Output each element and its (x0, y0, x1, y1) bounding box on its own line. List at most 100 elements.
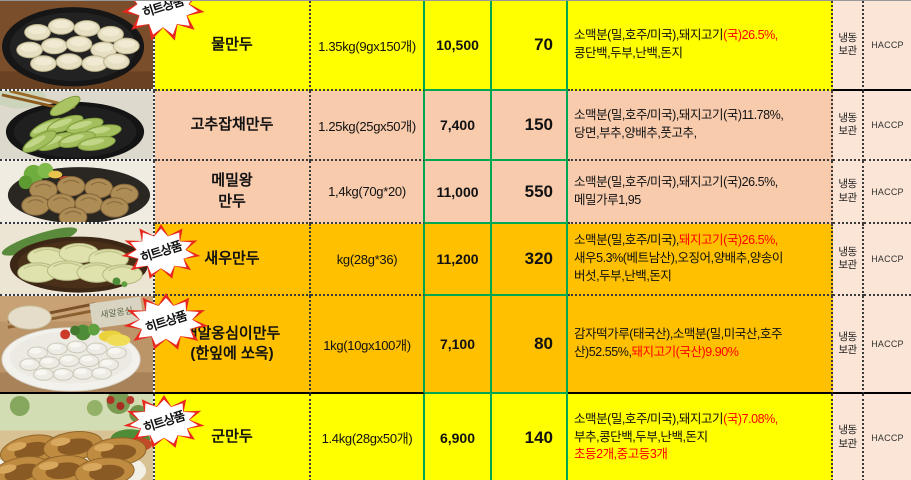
product-name-line2: (한잎에 쏘옥) (190, 345, 274, 362)
storage-line1: 냉동 (838, 31, 857, 44)
product-photo-cell (0, 1, 155, 91)
product-price: 11,200 (436, 251, 479, 267)
storage-line2: 보관 (838, 191, 857, 204)
product-name-cell[interactable]: 메밀왕 만두 (155, 161, 311, 224)
storage-cell[interactable]: 냉동 보관 (833, 91, 864, 161)
product-qty: 140 (524, 427, 553, 447)
product-price-cell[interactable]: 6,900 (425, 394, 492, 480)
product-photo-cell (0, 394, 155, 480)
storage-cell[interactable]: 냉동 보관 (833, 296, 864, 394)
haccp-cell[interactable]: HACCP (864, 161, 911, 224)
product-name-line2: 만두 (218, 192, 246, 210)
storage-line1: 냉동 (838, 111, 857, 124)
product-spec: kg(28g*36) (336, 251, 398, 267)
product-ingredients: 소맥분(밀,호주/미국),돼지고기(국)26.5%, 새우5.3%(베트남산),오… (574, 233, 783, 283)
haccp-label: HACCP (871, 40, 904, 50)
product-qty-cell[interactable]: 80 (492, 296, 568, 394)
product-spec: 1.4kg(28gx50개) (321, 431, 413, 446)
product-qty: 80 (534, 334, 553, 353)
haccp-label: HACCP (871, 120, 904, 130)
product-spec: 1kg(10gx100개) (323, 337, 411, 353)
product-ingredients: 소맥분(밀,호주/미국),돼지고기(국)7.08%, 부추,콩단백,두부,난백,돈… (574, 411, 778, 462)
haccp-label: HACCP (871, 339, 904, 349)
storage-cell[interactable]: 냉동 보관 (833, 161, 864, 224)
table-row: 고추잡채만두 1.25kg(25gx50개) 7,400 150 소맥분(밀,호… (0, 91, 911, 161)
storage-line2: 보관 (838, 344, 857, 356)
storage-line1: 냉동 (838, 330, 857, 343)
product-qty-cell[interactable]: 140 (492, 394, 568, 480)
product-price-cell[interactable]: 7,400 (425, 91, 492, 161)
product-qty-cell[interactable]: 550 (492, 161, 568, 224)
product-price-cell[interactable]: 7,100 (425, 296, 492, 394)
product-ingredients-cell[interactable]: 소맥분(밀,호주/미국),돼지고기(국)26.5%, 새우5.3%(베트남산),오… (568, 224, 833, 296)
haccp-cell[interactable]: HACCP (864, 1, 911, 91)
product-price-cell[interactable]: 10,500 (425, 1, 492, 91)
haccp-cell[interactable]: HACCP (864, 296, 911, 394)
table-row: 물만두 1.35kg(9gx150개) 10,500 70 소맥분(밀,호주/미… (0, 1, 911, 91)
product-name: 새우만두 (204, 249, 260, 267)
product-spec-cell[interactable]: 1kg(10gx100개) (311, 296, 425, 394)
haccp-cell[interactable]: HACCP (864, 394, 911, 480)
product-spec-cell[interactable]: 1.4kg(28gx50개) (311, 394, 425, 480)
product-spec-cell[interactable]: 1.25kg(25gx50개) (311, 91, 425, 161)
storage-line1: 냉동 (838, 424, 857, 437)
product-name-cell[interactable]: 새우만두 (155, 224, 311, 296)
product-ingredients: 감자떡가루(태국산),소맥분(밀,미국산,호주 산)52.55%,돼지고기(국산)… (574, 327, 783, 359)
storage-line1: 냉동 (838, 245, 857, 258)
water-dumplings-photo (0, 1, 153, 89)
haccp-label: HACCP (871, 432, 904, 443)
shrimp-dumplings-photo (0, 224, 153, 294)
product-price: 10,500 (436, 37, 479, 53)
product-price-cell[interactable]: 11,000 (425, 161, 492, 224)
product-name: 군만두 (211, 428, 253, 446)
product-ingredients-cell[interactable]: 소맥분(밀,호주/미국),돼지고기(국)7.08%, 부추,콩단백,두부,난백,돈… (568, 394, 833, 480)
product-name: 고추잡채만두 (190, 115, 274, 133)
product-price: 11,000 (436, 183, 479, 200)
product-qty: 70 (534, 35, 553, 54)
storage-line2: 보관 (838, 259, 857, 271)
product-ingredients-cell[interactable]: 소맥분(밀,호주/미국),돼지고기(국)11.78%, 당면,부추,양배추,풋고추… (568, 91, 833, 161)
product-ingredients: 소맥분(밀,호주/미국),돼지고기(국)26.5%, 콩단백,두부,난백,돈지 (574, 28, 778, 60)
haccp-label: HACCP (871, 254, 904, 264)
storage-cell[interactable]: 냉동 보관 (833, 224, 864, 296)
storage-line2: 보관 (838, 45, 857, 57)
product-ingredients-cell[interactable]: 소맥분(밀,호주/미국),돼지고기(국)26.5%, 콩단백,두부,난백,돈지 (568, 1, 833, 91)
product-qty: 320 (524, 249, 553, 268)
product-ingredients-cell[interactable]: 소맥분(밀,호주/미국),돼지고기(국)26.5%, 메밀가루1,95 (568, 161, 833, 224)
product-ingredients: 소맥분(밀,호주/미국),돼지고기(국)11.78%, 당면,부추,양배추,풋고추… (574, 108, 784, 140)
pepper-japchae-dumplings-photo (0, 91, 153, 159)
storage-line1: 냉동 (838, 178, 857, 191)
product-spec: 1,4kg(70g*20) (328, 184, 406, 199)
table-row: 군만두 1.4kg(28gx50개) 6,900 140 소맥분(밀,호주/미국… (0, 394, 911, 480)
product-photo-cell (0, 224, 155, 296)
product-name-cell[interactable]: 군만두 (155, 394, 311, 480)
product-name-cell[interactable]: 새알옹심이만두 (한잎에 쏘옥) (155, 296, 311, 394)
haccp-label: HACCP (871, 186, 904, 197)
product-ingredients: 소맥분(밀,호주/미국),돼지고기(국)26.5%, 메밀가루1,95 (574, 174, 778, 207)
haccp-cell[interactable]: HACCP (864, 91, 911, 161)
fried-dumplings-photo (0, 394, 153, 480)
product-ingredients-cell[interactable]: 감자떡가루(태국산),소맥분(밀,미국산,호주 산)52.55%,돼지고기(국산)… (568, 296, 833, 394)
product-price-cell[interactable]: 11,200 (425, 224, 492, 296)
product-photo-cell (0, 91, 155, 161)
product-name: 메밀왕 (211, 172, 253, 190)
product-qty-cell[interactable]: 70 (492, 1, 568, 91)
product-name-cell[interactable]: 물만두 (155, 1, 311, 91)
haccp-cell[interactable]: HACCP (864, 224, 911, 296)
product-name-cell[interactable]: 고추잡채만두 (155, 91, 311, 161)
product-qty: 150 (524, 115, 553, 134)
product-spec-cell[interactable]: 1,4kg(70g*20) (311, 161, 425, 224)
storage-cell[interactable]: 냉동 보관 (833, 1, 864, 91)
product-spec: 1.25kg(25gx50개) (318, 118, 416, 134)
product-name: 물만두 (211, 35, 253, 53)
product-qty-cell[interactable]: 320 (492, 224, 568, 296)
product-spec-cell[interactable]: kg(28g*36) (311, 224, 425, 296)
storage-cell[interactable]: 냉동 보관 (833, 394, 864, 480)
product-spec-cell[interactable]: 1.35kg(9gx150개) (311, 1, 425, 91)
product-spec: 1.35kg(9gx150개) (318, 38, 416, 54)
product-qty-cell[interactable]: 150 (492, 91, 568, 161)
product-qty: 550 (524, 181, 553, 201)
product-name: 새알옹심이만두 (183, 324, 281, 342)
product-price: 6,900 (439, 429, 476, 446)
